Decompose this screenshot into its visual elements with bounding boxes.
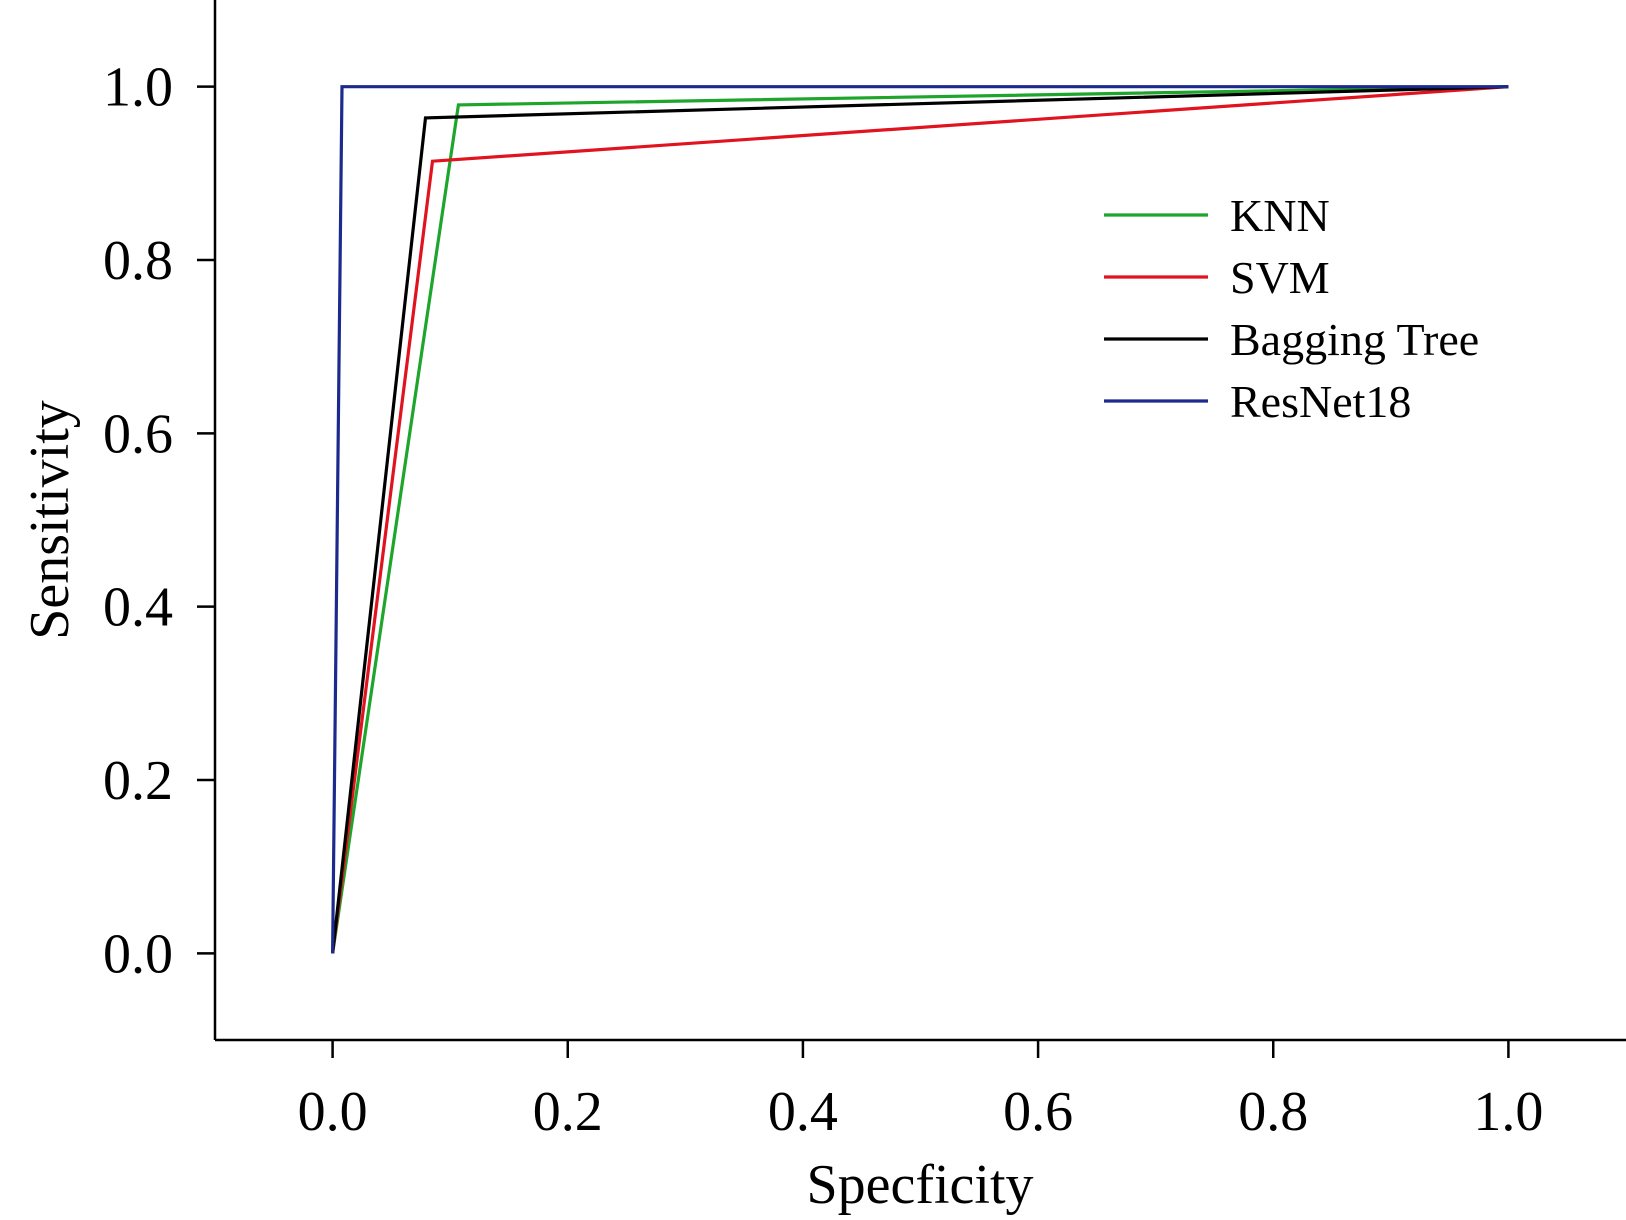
x-axis-title: Specficity bbox=[806, 1154, 1033, 1216]
y-tick-label: 1.0 bbox=[103, 57, 173, 119]
series-line-svm bbox=[331, 85, 1509, 954]
x-tick-label: 0.6 bbox=[1003, 1081, 1073, 1143]
y-tick-label: 0.8 bbox=[103, 230, 173, 292]
series-lines bbox=[331, 85, 1509, 954]
series-line-knn bbox=[331, 85, 1509, 954]
x-tick-label: 0.2 bbox=[533, 1081, 603, 1143]
legend-label-resnet18: ResNet18 bbox=[1230, 376, 1411, 427]
y-tick-label: 0.0 bbox=[103, 923, 173, 985]
series-line-resnet18 bbox=[331, 85, 1509, 954]
x-tick-label: 0.0 bbox=[298, 1081, 368, 1143]
x-tick-label: 0.4 bbox=[768, 1081, 838, 1143]
y-tick-label: 0.6 bbox=[103, 403, 173, 465]
x-tick-label: 0.8 bbox=[1238, 1081, 1308, 1143]
tick-marks bbox=[197, 85, 1510, 1058]
y-axis-title: Sensitivity bbox=[19, 400, 81, 640]
y-tick-label: 0.4 bbox=[103, 577, 173, 639]
axes bbox=[213, 0, 1626, 1042]
legend-label-svm: SVM bbox=[1230, 252, 1330, 303]
y-tick-label: 0.2 bbox=[103, 750, 173, 812]
legend: KNN SVM Bagging Tree ResNet18 bbox=[1104, 190, 1479, 427]
series-line-bagging-tree bbox=[331, 85, 1509, 954]
tick-labels: 0.0 0.2 0.4 0.6 0.8 1.0 0.0 0.2 0.4 0.6 0.8 1.0 bbox=[103, 57, 1543, 1143]
legend-label-knn: KNN bbox=[1230, 190, 1330, 241]
x-tick-label: 1.0 bbox=[1473, 1081, 1543, 1143]
legend-label-bagging-tree: Bagging Tree bbox=[1230, 314, 1479, 365]
